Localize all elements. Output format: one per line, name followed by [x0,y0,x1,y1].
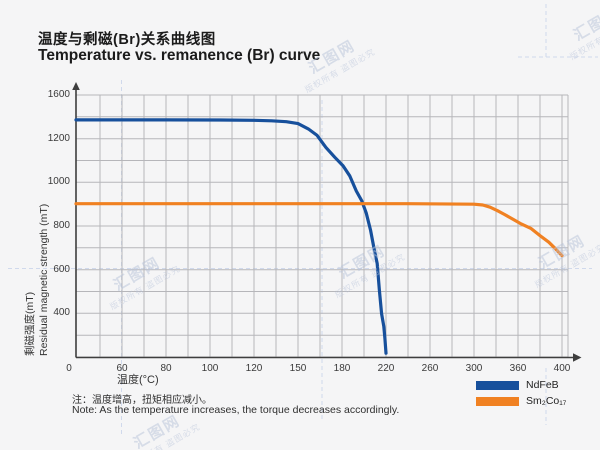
y-tick-label: 1200 [47,132,70,144]
sm2co17-curve [74,202,564,258]
x-tick-label: 100 [201,363,219,374]
ndfeb-legend-swatch [476,380,519,390]
y-axis-title-zh: 剩磁强度(mT) [24,291,36,356]
y-tick-label: 1000 [47,176,70,188]
y-tick-label: 800 [53,220,70,231]
legend-item-ndfeb: NdFeB [476,379,559,391]
x-tick-label: 400 [553,363,571,374]
sm2co17-legend-swatch [476,396,519,406]
y-tick-label: 600 [53,263,70,275]
x-axis-arrow [573,353,582,362]
x-tick-label: 120 [245,363,263,374]
y-tick-label: 1600 [47,89,70,100]
note-zh: 注：温度增高，扭矩相应减小。 [72,395,212,406]
x-axis-title: 温度(°C) [117,374,159,386]
x-tick-label: 220 [377,363,395,374]
x-tick-label: 180 [333,363,351,374]
y-tick-label: 400 [53,307,70,319]
chart-title-en: Temperature vs. remanence (Br) curve [38,47,321,64]
ndfeb-legend-label: NdFeB [526,379,559,391]
x-tick-label: 150 [289,363,307,374]
chart-title-zh: 温度与剩磁(Br)关系曲线图 [38,32,216,48]
y-axis-arrow [72,82,80,90]
x-tick-label: 60 [116,363,128,374]
x-tick-label: 80 [160,363,172,374]
x-tick-label: 300 [465,363,483,374]
ndfeb-curve [74,118,388,355]
legend-item-sm2co17: Sm₂Co₁₇ [476,395,567,407]
x-tick-label: 0 [66,363,72,374]
x-tick-label: 260 [421,363,439,374]
sm2co17-legend-label: Sm₂Co₁₇ [526,395,567,407]
x-tick-label: 360 [509,363,527,374]
note-en: Note: As the temperature increases, the … [72,404,400,416]
